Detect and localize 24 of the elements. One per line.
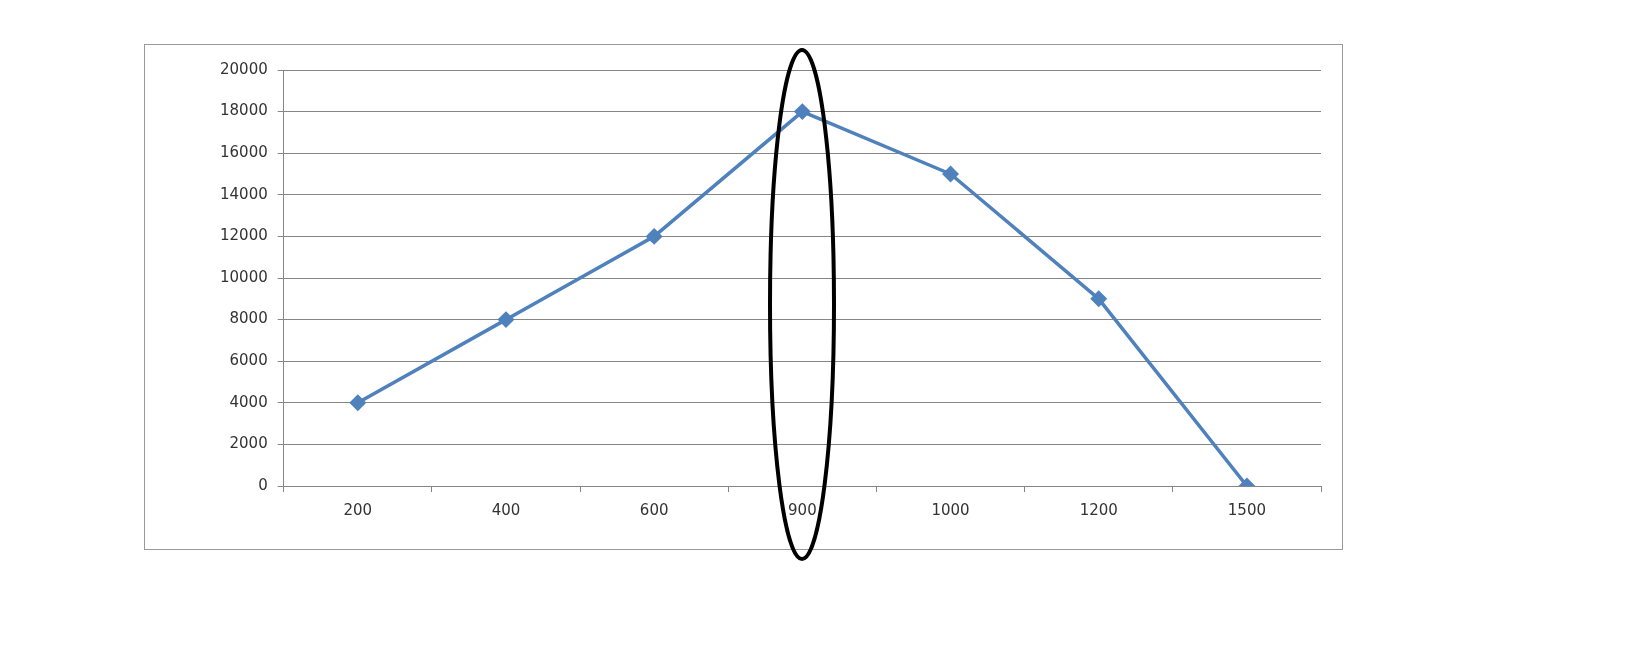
y-tick-label: 10000 <box>220 267 268 286</box>
y-tick-label: 16000 <box>220 143 268 162</box>
x-tick-label: 1000 <box>931 500 970 519</box>
y-tick-label: 14000 <box>220 184 268 203</box>
y-tick-label: 12000 <box>220 226 268 245</box>
y-tick-label: 18000 <box>220 101 268 120</box>
point <box>498 311 514 328</box>
point <box>350 395 366 411</box>
y-tick-label: 20000 <box>220 59 268 78</box>
x-tick-label: 1500 <box>1227 500 1266 519</box>
x-tick-label: 600 <box>639 500 669 519</box>
y-tick-label: 6000 <box>229 351 268 370</box>
x-tick-label: 200 <box>343 500 373 519</box>
point <box>1090 291 1107 307</box>
y-tick-label: 0 <box>258 475 268 494</box>
point <box>646 228 662 245</box>
y-tick-label: 4000 <box>229 392 268 411</box>
point <box>942 166 959 182</box>
point <box>794 103 811 120</box>
y-tick-label: 8000 <box>229 309 268 328</box>
x-tick-label: 1200 <box>1079 500 1118 519</box>
y-tick-label: 2000 <box>229 434 268 453</box>
x-tick-label: 400 <box>491 500 521 519</box>
x-tick-label: 900 <box>788 500 817 519</box>
